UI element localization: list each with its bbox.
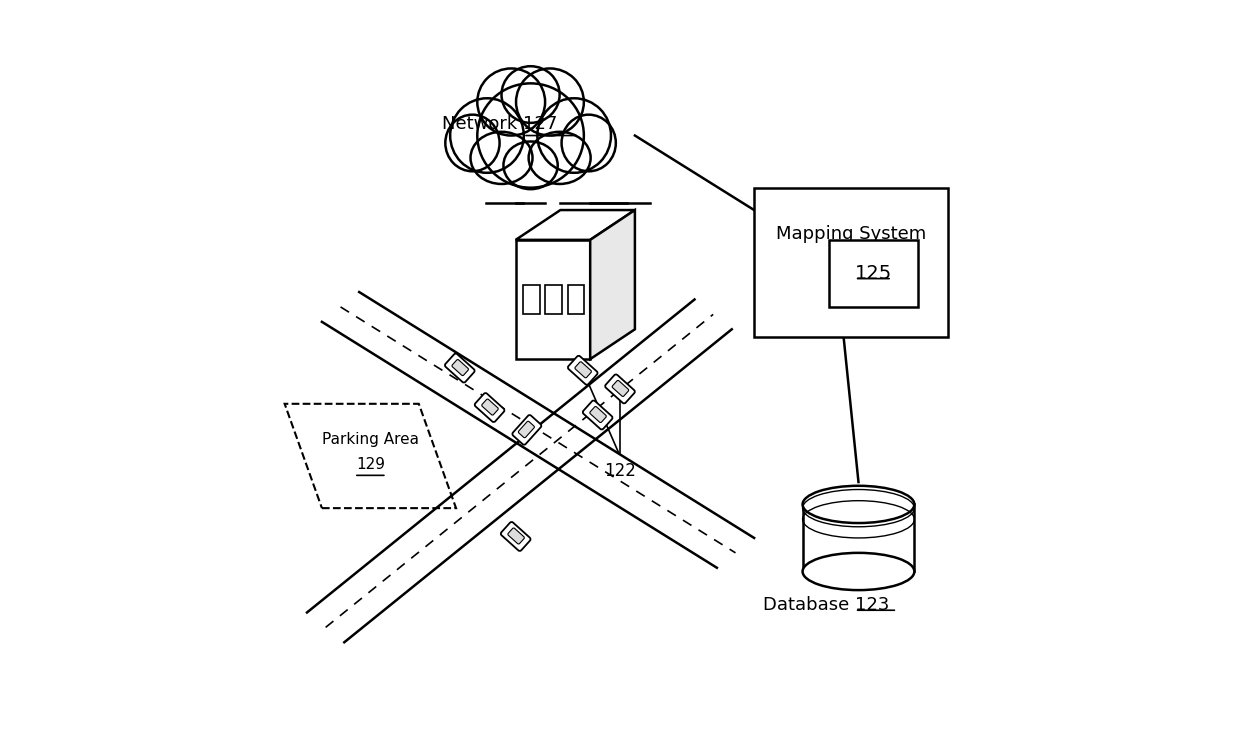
Ellipse shape [537, 98, 611, 173]
Polygon shape [516, 210, 635, 240]
Ellipse shape [477, 83, 584, 188]
Ellipse shape [450, 98, 523, 173]
Ellipse shape [802, 553, 914, 590]
Text: Database: Database [763, 596, 854, 614]
FancyBboxPatch shape [583, 400, 613, 429]
FancyBboxPatch shape [605, 374, 635, 403]
Ellipse shape [501, 67, 559, 123]
FancyBboxPatch shape [568, 356, 598, 384]
Ellipse shape [470, 132, 532, 184]
Ellipse shape [516, 69, 584, 135]
Ellipse shape [503, 141, 558, 189]
Text: Parking Area: Parking Area [322, 432, 419, 447]
Polygon shape [516, 240, 590, 359]
FancyBboxPatch shape [508, 528, 525, 544]
Text: 127: 127 [523, 115, 558, 133]
FancyBboxPatch shape [475, 393, 505, 422]
FancyBboxPatch shape [501, 522, 531, 551]
Text: 129: 129 [356, 458, 384, 473]
Ellipse shape [445, 114, 500, 171]
Ellipse shape [477, 69, 546, 135]
Polygon shape [802, 504, 914, 571]
Ellipse shape [562, 114, 616, 171]
FancyBboxPatch shape [482, 399, 498, 415]
FancyBboxPatch shape [445, 354, 475, 382]
FancyBboxPatch shape [754, 188, 947, 337]
Text: Network: Network [443, 115, 523, 133]
Polygon shape [590, 210, 635, 359]
Text: 125: 125 [854, 264, 892, 283]
FancyBboxPatch shape [512, 415, 542, 445]
Text: 122: 122 [604, 462, 636, 480]
FancyBboxPatch shape [575, 362, 591, 378]
Ellipse shape [528, 132, 590, 184]
Text: 123: 123 [854, 596, 889, 614]
FancyBboxPatch shape [828, 240, 918, 307]
FancyBboxPatch shape [590, 406, 606, 423]
FancyBboxPatch shape [613, 381, 629, 396]
Ellipse shape [802, 485, 914, 523]
Text: 121: 121 [833, 248, 868, 266]
FancyBboxPatch shape [451, 360, 469, 375]
FancyBboxPatch shape [518, 421, 534, 438]
Text: Mapping System: Mapping System [776, 225, 926, 243]
